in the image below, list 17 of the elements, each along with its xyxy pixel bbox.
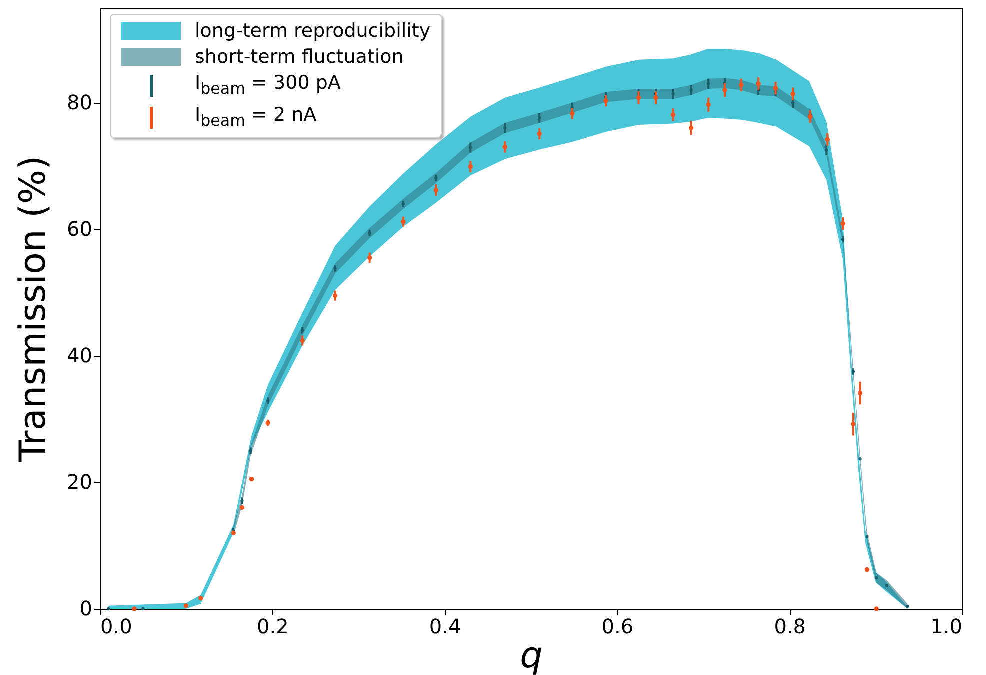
y-tick-label: 60 (67, 216, 92, 241)
x-tick-label: 0.2 (256, 614, 289, 638)
x-tick-label: 0.6 (602, 614, 634, 638)
y-tick-label: 80 (67, 90, 92, 114)
y-tick-label: 20 (67, 470, 92, 494)
legend-label: short-term fluctuation (195, 45, 404, 70)
x-tick-label: 1.0 (930, 614, 962, 638)
x-tick-label: 0.8 (774, 614, 806, 638)
y-tick-label: 40 (67, 343, 92, 368)
legend-label: long-term reproducibility (195, 19, 431, 44)
legend-label: I$_{beam}$ = 2 nA (195, 102, 317, 132)
x-tick-label: 0.0 (100, 614, 132, 638)
y-axis-title: Transmission (%) (13, 156, 54, 464)
x-tick-label: 0.4 (429, 614, 462, 638)
legend-label: I$_{beam}$ = 300 pA (195, 71, 341, 100)
x-axis-title: q (520, 636, 543, 675)
y-tick-label: 0 (80, 596, 92, 620)
